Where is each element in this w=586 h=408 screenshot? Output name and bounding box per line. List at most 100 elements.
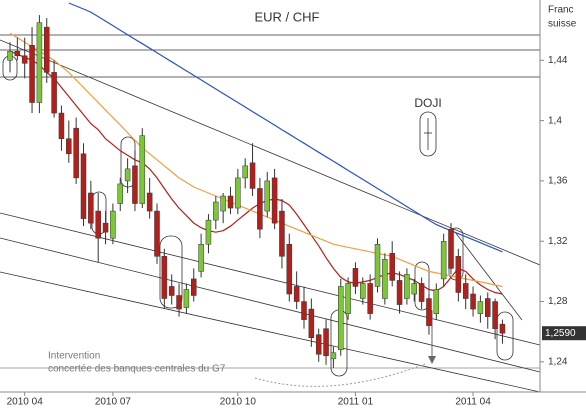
candle-body <box>338 286 344 351</box>
candle-body <box>95 210 101 239</box>
candle-body <box>227 195 234 209</box>
candle-body <box>161 256 168 299</box>
arrow-head <box>428 356 436 364</box>
candle-body <box>411 283 417 295</box>
candle-body <box>242 165 248 179</box>
candle-body <box>198 243 204 272</box>
candle-body <box>257 188 263 230</box>
candle-body <box>396 280 403 305</box>
candle-body <box>418 283 425 302</box>
candle-body <box>323 328 329 357</box>
candle-body <box>88 192 94 224</box>
candle-body <box>58 112 65 139</box>
candle-body <box>426 298 432 326</box>
candle-body <box>470 293 476 310</box>
x-tick-label: 2011 01 <box>338 397 374 408</box>
candle-body <box>455 256 462 293</box>
candle-body <box>499 323 506 334</box>
channel-line <box>0 212 541 346</box>
candle-body <box>80 153 87 219</box>
candle-body <box>374 243 381 287</box>
moving-average <box>9 32 503 288</box>
doji-icon-ellipse <box>419 111 437 157</box>
annotation: concertée des banques centrales du G7 <box>48 364 226 375</box>
candle-body <box>485 298 491 317</box>
candle-body <box>205 219 212 245</box>
candle-body <box>73 127 79 179</box>
candle-body <box>44 26 50 73</box>
candle-body <box>154 210 160 257</box>
candle-body <box>271 177 278 224</box>
candle-body <box>345 283 351 314</box>
channel-line <box>0 271 541 393</box>
candle-body <box>220 195 226 212</box>
candle-body <box>14 51 21 57</box>
candle-body <box>110 210 116 239</box>
moving-average <box>68 2 503 253</box>
candle-body <box>404 274 410 299</box>
y-tick-label: 1,32 <box>548 236 568 247</box>
candle-body <box>293 286 300 302</box>
candle-body <box>139 135 146 204</box>
candle-body <box>477 301 484 314</box>
x-tick-label: 2010 04 <box>7 397 44 408</box>
candle-body <box>330 352 337 360</box>
doji-label: DOJI <box>414 96 441 110</box>
candle-body <box>117 183 123 204</box>
candle-body <box>235 177 241 209</box>
doji-ellipse <box>496 311 514 361</box>
candle-body <box>191 278 197 296</box>
candle-body <box>440 240 447 280</box>
x-tick-label: 2010 07 <box>95 397 132 408</box>
candle-body <box>352 268 359 287</box>
candle-body <box>286 243 293 295</box>
candle-body <box>7 51 13 61</box>
candle-body <box>279 210 285 257</box>
candle-body <box>21 55 28 64</box>
candle-body <box>315 334 322 355</box>
candle-body <box>301 301 307 320</box>
chart-overlays <box>0 0 586 393</box>
candle-body <box>448 228 454 269</box>
candle-body <box>264 180 270 212</box>
channel-line <box>0 237 541 373</box>
y-tick-label: 1,44 <box>548 55 568 66</box>
x-tick-label: 2011 04 <box>455 397 491 408</box>
candle-body <box>36 22 43 103</box>
y-tick-label: 1,24 <box>548 356 568 367</box>
candle-body <box>146 192 153 212</box>
last-price-label: 1,2590 <box>545 328 576 339</box>
candle-body <box>183 289 190 308</box>
candle-body <box>124 168 131 182</box>
candle-body <box>360 283 366 299</box>
trend-line <box>454 231 523 321</box>
candle-body <box>308 308 315 338</box>
last-price-box <box>542 326 586 341</box>
annotation: Intervention <box>48 351 100 362</box>
y-tick-label: 1,36 <box>548 176 568 187</box>
y-tick-label: 1,28 <box>548 296 568 307</box>
y-tick-label: 1,4 <box>548 115 562 126</box>
candle-body <box>168 286 175 296</box>
annotation-curve <box>254 363 426 387</box>
candle-body <box>51 72 57 114</box>
x-tick-label: 2010 10 <box>220 397 257 408</box>
candle-body <box>433 289 440 314</box>
trend-line <box>0 39 541 266</box>
doji-ellipse <box>159 235 183 309</box>
chart-title: EUR / CHF <box>255 9 320 24</box>
candle-body <box>462 283 469 299</box>
candle-body <box>389 253 395 281</box>
candle-body <box>249 162 256 189</box>
candle-body <box>102 222 109 233</box>
candle-body <box>176 295 182 310</box>
axis-label: suisse <box>548 19 577 30</box>
candle-body <box>367 283 373 314</box>
candle-body <box>132 165 138 204</box>
axis-label: Franc <box>548 5 574 16</box>
candle-body <box>29 44 35 103</box>
candle-body <box>213 201 219 221</box>
candle-body <box>66 138 72 155</box>
candle-body <box>382 259 388 299</box>
